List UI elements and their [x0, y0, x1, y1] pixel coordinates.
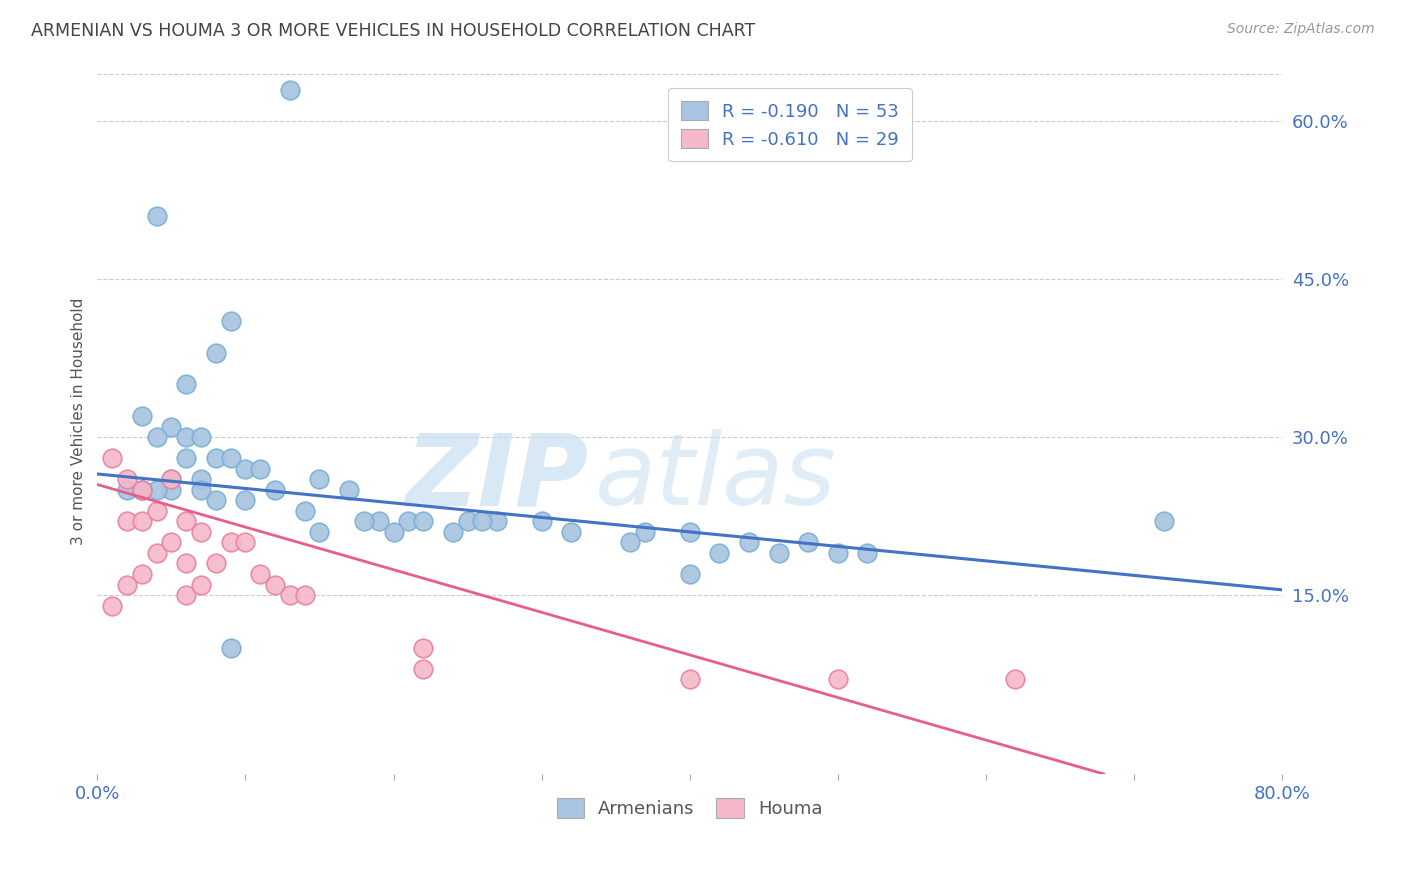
Point	[174, 557, 197, 571]
Point	[827, 673, 849, 687]
Point	[471, 514, 494, 528]
Point	[115, 472, 138, 486]
Point	[174, 430, 197, 444]
Point	[115, 483, 138, 497]
Point	[219, 535, 242, 549]
Point	[530, 514, 553, 528]
Point	[560, 524, 582, 539]
Text: Source: ZipAtlas.com: Source: ZipAtlas.com	[1227, 22, 1375, 37]
Text: ARMENIAN VS HOUMA 3 OR MORE VEHICLES IN HOUSEHOLD CORRELATION CHART: ARMENIAN VS HOUMA 3 OR MORE VEHICLES IN …	[31, 22, 755, 40]
Point	[145, 483, 167, 497]
Point	[160, 419, 183, 434]
Point	[204, 557, 226, 571]
Point	[486, 514, 509, 528]
Point	[174, 588, 197, 602]
Point	[1153, 514, 1175, 528]
Point	[204, 346, 226, 360]
Text: ZIP: ZIP	[406, 429, 589, 526]
Point	[101, 599, 124, 613]
Point	[219, 640, 242, 655]
Point	[190, 483, 212, 497]
Point	[337, 483, 360, 497]
Point	[679, 567, 702, 582]
Point	[827, 546, 849, 560]
Point	[219, 451, 242, 466]
Point	[412, 514, 434, 528]
Point	[294, 588, 316, 602]
Point	[308, 524, 330, 539]
Point	[441, 524, 464, 539]
Point	[131, 409, 153, 423]
Point	[131, 567, 153, 582]
Point	[190, 430, 212, 444]
Point	[382, 524, 405, 539]
Point	[131, 483, 153, 497]
Point	[160, 535, 183, 549]
Point	[190, 472, 212, 486]
Point	[204, 493, 226, 508]
Point	[235, 461, 257, 475]
Point	[131, 483, 153, 497]
Point	[145, 209, 167, 223]
Point	[145, 546, 167, 560]
Point	[353, 514, 375, 528]
Point	[367, 514, 389, 528]
Point	[249, 567, 271, 582]
Point	[204, 451, 226, 466]
Point	[174, 514, 197, 528]
Point	[174, 377, 197, 392]
Point	[264, 483, 287, 497]
Point	[709, 546, 731, 560]
Y-axis label: 3 or more Vehicles in Household: 3 or more Vehicles in Household	[72, 298, 86, 545]
Point	[797, 535, 820, 549]
Point	[249, 461, 271, 475]
Point	[768, 546, 790, 560]
Point	[278, 588, 301, 602]
Point	[160, 472, 183, 486]
Point	[131, 483, 153, 497]
Point	[679, 673, 702, 687]
Point	[1004, 673, 1026, 687]
Point	[160, 483, 183, 497]
Point	[634, 524, 657, 539]
Point	[145, 430, 167, 444]
Point	[396, 514, 419, 528]
Point	[145, 504, 167, 518]
Point	[457, 514, 479, 528]
Point	[294, 504, 316, 518]
Point	[679, 524, 702, 539]
Point	[115, 514, 138, 528]
Point	[190, 577, 212, 591]
Point	[115, 577, 138, 591]
Point	[264, 577, 287, 591]
Point	[101, 451, 124, 466]
Text: atlas: atlas	[595, 429, 837, 526]
Point	[190, 524, 212, 539]
Legend: Armenians, Houma: Armenians, Houma	[550, 790, 830, 825]
Point	[174, 451, 197, 466]
Point	[235, 493, 257, 508]
Point	[131, 514, 153, 528]
Point	[856, 546, 879, 560]
Point	[235, 535, 257, 549]
Point	[160, 472, 183, 486]
Point	[412, 640, 434, 655]
Point	[619, 535, 641, 549]
Point	[412, 662, 434, 676]
Point	[278, 82, 301, 96]
Point	[738, 535, 761, 549]
Point	[308, 472, 330, 486]
Point	[219, 314, 242, 328]
